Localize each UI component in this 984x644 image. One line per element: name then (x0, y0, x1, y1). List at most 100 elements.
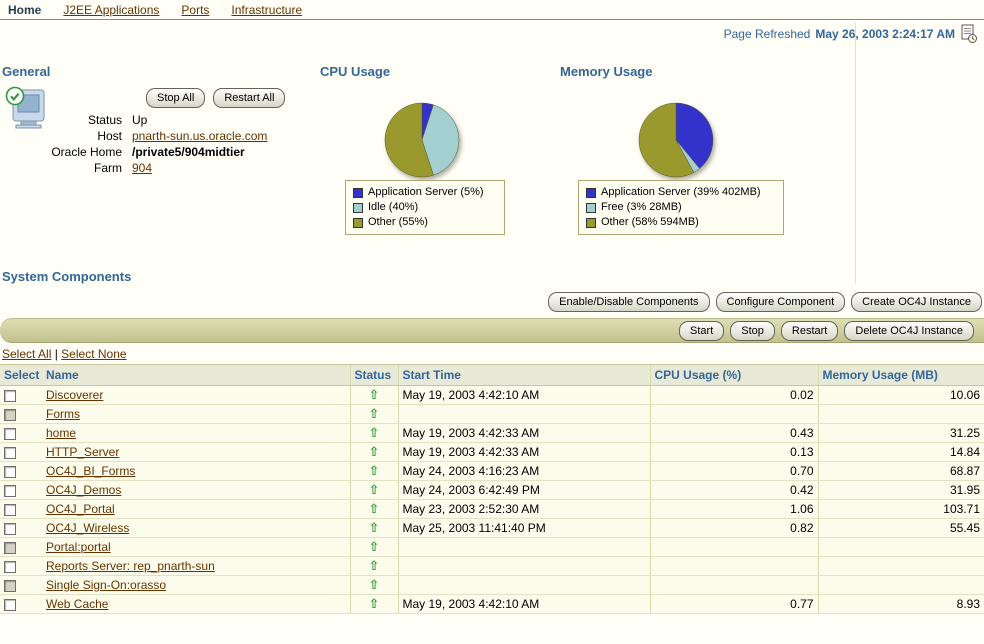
legend-item: Free (3% 28MB) (586, 200, 776, 215)
tab-home[interactable]: Home (8, 2, 42, 17)
cpu-usage-legend: Application Server (5%) Idle (40%) Other (… (345, 180, 505, 235)
row-select-checkbox[interactable] (4, 465, 16, 478)
row-select-checkbox[interactable] (4, 598, 16, 611)
tab-infrastructure[interactable]: Infrastructure (231, 2, 303, 17)
legend-swatch-icon (586, 217, 596, 228)
status-up-icon: ⇧ (368, 596, 380, 611)
col-header-select: Select (0, 364, 42, 386)
field-host: Host pnarth-sun.us.oracle.com (0, 128, 316, 144)
component-name-link[interactable]: Discoverer (46, 388, 104, 402)
start-time-cell: May 19, 2003 4:42:33 AM (397, 423, 650, 443)
start-time-cell: May 19, 2003 4:42:33 AM (397, 442, 650, 462)
start-time-cell: May 19, 2003 4:42:10 AM (397, 385, 650, 405)
legend-swatch-icon (586, 187, 596, 198)
col-header-name: Name (42, 364, 350, 386)
component-name-link[interactable]: HTTP_Server (46, 445, 120, 459)
status-label: Status (87, 113, 122, 127)
memory-usage-cell (817, 556, 984, 576)
status-up-icon: ⇧ (368, 406, 380, 421)
select-none-link[interactable]: Select None (61, 347, 127, 361)
delete-oc4j-instance-button[interactable]: Delete OC4J Instance (844, 320, 974, 341)
select-links: Select All | Select None (2, 347, 127, 361)
row-select-checkbox[interactable] (4, 560, 16, 573)
cpu-usage-cell (649, 575, 818, 595)
status-up-icon: ⇧ (368, 577, 380, 592)
restart-all-button[interactable]: Restart All (213, 88, 286, 108)
vertical-divider (855, 22, 856, 284)
cpu-usage-cell (649, 556, 818, 576)
system-components-table: Select Name Status Start Time CPU Usage … (0, 364, 984, 614)
status-up-icon: ⇧ (368, 539, 380, 554)
table-row: OC4J_BI_Forms ⇧ May 24, 2003 4:16:23 AM 0.7… (0, 461, 984, 481)
row-select-checkbox[interactable] (4, 389, 16, 402)
cpu-usage-pie-chart (384, 102, 460, 178)
farm-link[interactable]: 904 (132, 161, 153, 175)
row-select-checkbox[interactable] (4, 427, 16, 440)
memory-usage-cell: 68.87 (817, 461, 984, 481)
row-select-checkbox[interactable] (4, 503, 16, 516)
cpu-usage-cell (649, 537, 818, 557)
configure-component-button[interactable]: Configure Component (715, 292, 846, 312)
component-name-link[interactable]: home (46, 426, 77, 440)
memory-usage-cell (817, 537, 984, 557)
start-time-cell: May 25, 2003 11:41:40 PM (397, 518, 650, 538)
status-up-icon: ⇧ (368, 482, 380, 497)
component-name-link[interactable]: Web Cache (46, 597, 109, 611)
restart-button[interactable]: Restart (780, 320, 839, 341)
component-name-link[interactable]: OC4J_Wireless (46, 521, 130, 535)
field-oracle-home: Oracle Home /private5/904midtier (0, 144, 316, 160)
memory-usage-pie-chart (638, 102, 714, 178)
select-all-link[interactable]: Select All (2, 347, 52, 361)
memory-usage-legend: Application Server (39% 402MB) Free (3% 2… (578, 180, 784, 235)
component-name-link[interactable]: OC4J_BI_Forms (46, 464, 136, 478)
component-name-link[interactable]: Reports Server: rep_pnarth-sun (46, 559, 215, 573)
table-row: Portal:portal ⇧ (0, 537, 984, 557)
create-oc4j-instance-button[interactable]: Create OC4J Instance (851, 292, 982, 312)
legend-swatch-icon (353, 187, 363, 198)
memory-usage-cell (817, 575, 984, 595)
start-time-cell: May 19, 2003 4:42:10 AM (397, 594, 650, 614)
status-up-icon: ⇧ (368, 463, 380, 478)
oracle-home-value: /private5/904midtier (132, 145, 245, 159)
general-section-title: General (2, 64, 51, 79)
start-time-cell: May 24, 2003 6:42:49 PM (397, 480, 650, 500)
row-select-checkbox[interactable] (4, 446, 16, 459)
table-row: Reports Server: rep_pnarth-sun ⇧ (0, 556, 984, 576)
legend-label: Application Server (39% 402MB) (601, 186, 761, 198)
start-button[interactable]: Start (679, 320, 725, 341)
row-select-checkbox[interactable] (4, 522, 16, 535)
table-header-row: Select Name Status Start Time CPU Usage … (0, 364, 984, 386)
table-row: Web Cache ⇧ May 19, 2003 4:42:10 AM 0.77 8.9… (0, 594, 984, 614)
row-select-checkbox (4, 541, 16, 554)
tab-j2ee-applications[interactable]: J2EE Applications (63, 2, 160, 17)
table-row: HTTP_Server ⇧ May 19, 2003 4:42:33 AM 0.13 1… (0, 442, 984, 462)
memory-usage-cell: 55.45 (817, 518, 984, 538)
field-status: Status Up (0, 112, 316, 128)
component-name-link[interactable]: Forms (46, 407, 80, 421)
table-row: home ⇧ May 19, 2003 4:42:33 AM 0.43 31.25 (0, 423, 984, 443)
stop-button[interactable]: Stop (730, 320, 775, 341)
row-select-checkbox[interactable] (4, 484, 16, 497)
memory-usage-cell: 14.84 (817, 442, 984, 462)
tab-ports[interactable]: Ports (181, 2, 210, 17)
component-name-link[interactable]: Portal:portal (46, 540, 111, 554)
status-up-icon: ⇧ (368, 444, 380, 459)
component-name-link[interactable]: OC4J_Portal (46, 502, 115, 516)
enable-disable-components-button[interactable]: Enable/Disable Components (548, 292, 710, 312)
table-row: Forms ⇧ (0, 404, 984, 424)
page-refreshed: Page Refreshed May 26, 2003 2:24:17 AM (724, 24, 978, 44)
memory-usage-cell: 31.25 (817, 423, 984, 443)
legend-item: Idle (40%) (353, 200, 497, 215)
host-link[interactable]: pnarth-sun.us.oracle.com (132, 129, 268, 143)
refresh-icon[interactable] (960, 24, 978, 44)
component-name-link[interactable]: OC4J_Demos (46, 483, 122, 497)
oracle-home-label: Oracle Home (51, 145, 122, 159)
system-components-title: System Components (2, 269, 132, 284)
component-name-link[interactable]: Single Sign-On:orasso (46, 578, 167, 592)
row-select-checkbox (4, 579, 16, 592)
top-tab-bar: Home J2EE Applications Ports Infrastruct… (0, 0, 984, 20)
stop-all-button[interactable]: Stop All (146, 88, 206, 108)
legend-label: Free (3% 28MB) (601, 201, 682, 213)
pie-slice (638, 102, 695, 178)
start-time-cell: May 24, 2003 4:16:23 AM (397, 461, 650, 481)
